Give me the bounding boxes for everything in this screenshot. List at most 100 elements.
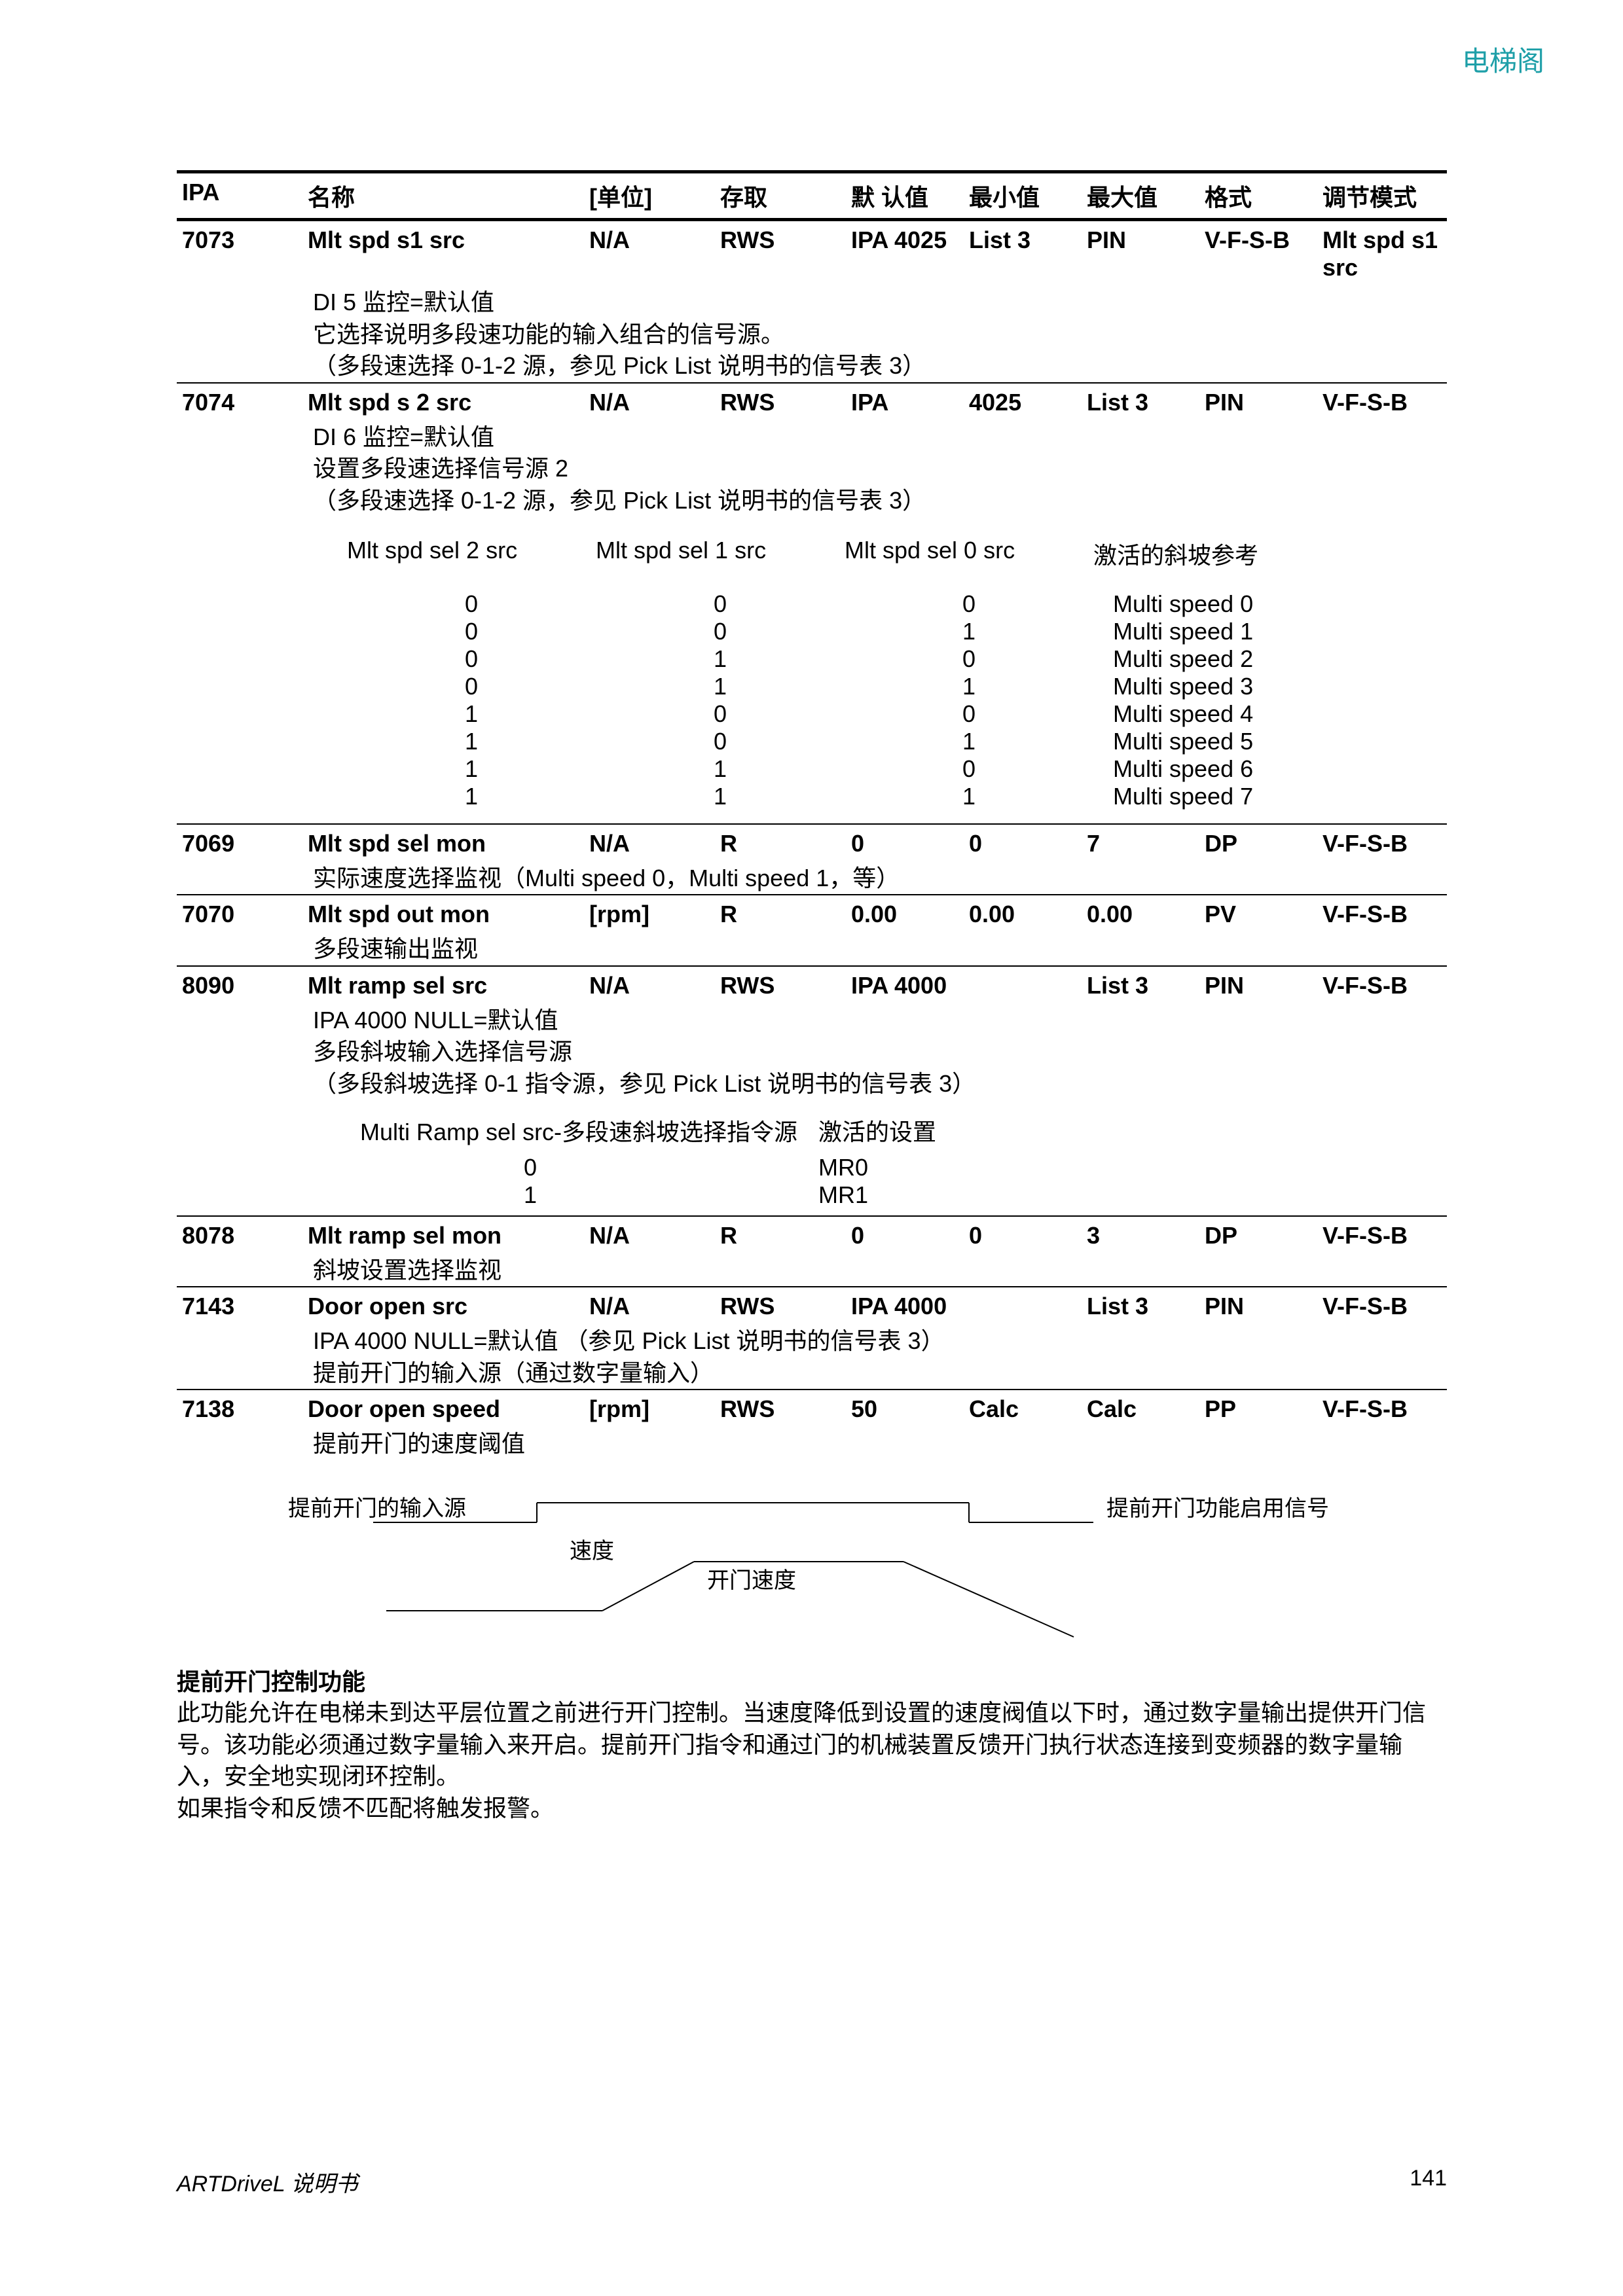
diagram-svg: 提前开门的输入源 提前开门功能启用信号 速度 开门速度	[288, 1486, 1401, 1643]
tt-cell: 1	[845, 673, 1093, 700]
truth-table-row: 000Multi speed 0	[347, 590, 1447, 618]
cell-format: DP	[1205, 1222, 1322, 1249]
cell-name: Door open src	[308, 1293, 589, 1320]
diagram-label-left: 提前开门的输入源	[288, 1496, 466, 1521]
cell-unit: N/A	[589, 972, 720, 999]
cell-mode: V-F-S-B	[1322, 1395, 1447, 1423]
section-paragraph: 如果指令和反馈不匹配将触发报警。	[177, 1793, 1447, 1825]
header-format: 格式	[1205, 179, 1322, 213]
tt-h1: Mlt spd sel 2 src	[347, 537, 596, 571]
ramp-table-header: Multi Ramp sel src-多段速斜坡选择指令源 激活的设置	[360, 1113, 1447, 1147]
header-name: 名称	[308, 179, 589, 213]
truth-table-row: 101Multi speed 5	[347, 728, 1447, 755]
cell-min: 0.00	[969, 901, 1087, 928]
cell-format: PV	[1205, 901, 1322, 928]
cell-min	[969, 1293, 1087, 1320]
cell-name: Mlt ramp sel mon	[308, 1222, 589, 1249]
cell-min: 0	[969, 1222, 1087, 1249]
cell-unit: N/A	[589, 389, 720, 416]
cell-default: 50	[851, 1395, 969, 1423]
cell-max: List 3	[1087, 389, 1205, 416]
cell-default: IPA 4000	[851, 972, 969, 999]
diagram-label-right: 提前开门功能启用信号	[1106, 1496, 1329, 1521]
ramp-table-row: 0MR0	[360, 1154, 1447, 1181]
cell-unit: N/A	[589, 226, 720, 281]
tt-h2: Mlt spd sel 1 src	[596, 537, 845, 571]
cell-unit: N/A	[589, 1222, 720, 1249]
tt-cell: 1	[596, 673, 845, 700]
tt-cell: 1	[347, 700, 596, 728]
rt-h2: 激活的设置	[818, 1113, 1080, 1147]
row-desc: 设置多段速选择信号源 2	[177, 453, 1447, 485]
rt-h1: Multi Ramp sel src-多段速斜坡选择指令源	[360, 1113, 818, 1147]
cell-access: RWS	[720, 389, 851, 416]
tt-cell: Multi speed 2	[1093, 645, 1355, 673]
cell-default: 0	[851, 830, 969, 857]
cell-max: 0.00	[1087, 901, 1205, 928]
tt-cell: 1	[596, 755, 845, 783]
cell-access: R	[720, 1222, 851, 1249]
door-open-diagram: 提前开门的输入源 提前开门功能启用信号 速度 开门速度	[177, 1486, 1447, 1643]
cell-mode: V-F-S-B	[1322, 972, 1447, 999]
row-desc: 实际速度选择监视（Multi speed 0，Multi speed 1，等）	[177, 863, 1447, 895]
section-paragraph: 此功能允许在电梯未到达平层位置之前进行开门控制。当速度降低到设置的速度阀值以下时…	[177, 1697, 1447, 1793]
cell-name: Mlt spd s1 src	[308, 226, 589, 281]
cell-format: DP	[1205, 830, 1322, 857]
tt-cell: 0	[845, 645, 1093, 673]
header-max: 最大值	[1087, 179, 1205, 213]
cell-mode: V-F-S-B	[1322, 389, 1447, 416]
cell-name: Mlt ramp sel src	[308, 972, 589, 999]
page-footer: ARTDriveL 说明书 141	[177, 2166, 1447, 2198]
row-desc: （多段斜坡选择 0-1 指令源，参见 Pick List 说明书的信号表 3）	[177, 1068, 1447, 1100]
cell-default: 0.00	[851, 901, 969, 928]
truth-table-header: Mlt spd sel 2 src Mlt spd sel 1 src Mlt …	[347, 537, 1447, 571]
cell-default: IPA	[851, 389, 969, 416]
rt-cell: MR0	[701, 1154, 962, 1181]
table-row: 8090 Mlt ramp sel src N/A RWS IPA 4000 L…	[177, 967, 1447, 1005]
cell-access: R	[720, 830, 851, 857]
cell-max: List 3	[1087, 972, 1205, 999]
header-min: 最小值	[969, 179, 1087, 213]
cell-ipa: 7069	[177, 830, 308, 857]
truth-table-row: 110Multi speed 6	[347, 755, 1447, 783]
table-row: 7074 Mlt spd s 2 src N/A RWS IPA 4025 Li…	[177, 384, 1447, 422]
cell-mode: V-F-S-B	[1322, 1222, 1447, 1249]
header-default: 默 认值	[851, 179, 969, 213]
cell-unit: [rpm]	[589, 1395, 720, 1423]
tt-cell: 0	[347, 590, 596, 618]
tt-cell: 0	[845, 590, 1093, 618]
row-desc: IPA 4000 NULL=默认值 （参见 Pick List 说明书的信号表 …	[177, 1325, 1447, 1357]
row-desc: 斜坡设置选择监视	[177, 1255, 1447, 1287]
cell-default: IPA 4000	[851, 1293, 969, 1320]
cell-format: V-F-S-B	[1205, 226, 1322, 281]
tt-cell: 1	[596, 645, 845, 673]
tt-cell: 1	[845, 728, 1093, 755]
header-access: 存取	[720, 179, 851, 213]
table-header-row: IPA 名称 [单位] 存取 默 认值 最小值 最大值 格式 调节模式	[177, 173, 1447, 218]
cell-ipa: 7138	[177, 1395, 308, 1423]
tt-cell: 0	[347, 645, 596, 673]
header-unit: [单位]	[589, 179, 720, 213]
cell-access: R	[720, 901, 851, 928]
ramp-table: Multi Ramp sel src-多段速斜坡选择指令源 激活的设置 0MR0…	[177, 1113, 1447, 1209]
cell-name: Door open speed	[308, 1395, 589, 1423]
tt-cell: 0	[596, 590, 845, 618]
row-desc: IPA 4000 NULL=默认值	[177, 1005, 1447, 1037]
tt-cell: 0	[347, 673, 596, 700]
table-row: 7069 Mlt spd sel mon N/A R 0 0 7 DP V-F-…	[177, 825, 1447, 863]
footer-left: ARTDriveL 说明书	[177, 2166, 357, 2198]
cell-ipa: 8078	[177, 1222, 308, 1249]
cell-min: 0	[969, 830, 1087, 857]
cell-default: IPA 4025	[851, 226, 969, 281]
header-ipa: IPA	[177, 179, 308, 213]
row-desc: 提前开门的输入源（通过数字量输入）	[177, 1357, 1447, 1390]
tt-cell: 1	[845, 618, 1093, 645]
table-row: 7070 Mlt spd out mon [rpm] R 0.00 0.00 0…	[177, 895, 1447, 933]
cell-name: Mlt spd s 2 src	[308, 389, 589, 416]
tt-cell: Multi speed 0	[1093, 590, 1355, 618]
cell-min: 4025	[969, 389, 1087, 416]
cell-mode: Mlt spd s1 src	[1322, 226, 1447, 281]
tt-cell: 1	[347, 783, 596, 810]
section-title: 提前开门控制功能	[177, 1663, 1447, 1697]
cell-min: Calc	[969, 1395, 1087, 1423]
